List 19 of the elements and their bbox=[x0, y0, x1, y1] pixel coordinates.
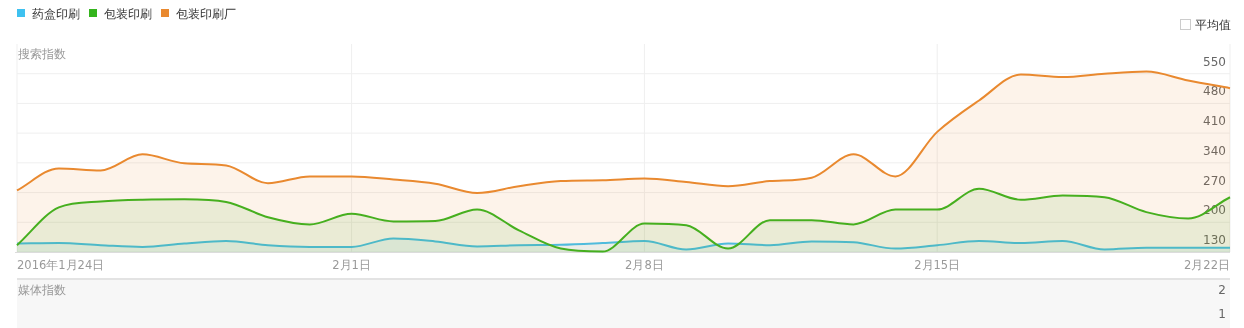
x-tick-label: 2月1日 bbox=[332, 258, 371, 272]
y-tick-label: 130 bbox=[1203, 233, 1226, 247]
legend-label: 药盒印刷 bbox=[32, 7, 80, 21]
y-tick-label: 270 bbox=[1203, 173, 1226, 188]
x-tick-label: 2月8日 bbox=[625, 258, 664, 272]
legend-label: 包装印刷 bbox=[104, 7, 152, 21]
x-tick-label: 2016年1月24日 bbox=[17, 258, 105, 272]
x-tick-label: 2月22日 bbox=[1184, 258, 1230, 272]
y-tick-label: 480 bbox=[1203, 84, 1226, 99]
y-tick-label: 1 bbox=[1218, 306, 1226, 321]
legend-label: 包装印刷厂 bbox=[176, 7, 236, 21]
y-tick-label: 550 bbox=[1203, 54, 1226, 69]
y-tick-label: 2 bbox=[1218, 282, 1226, 297]
control-checkbox: 平均值 bbox=[1180, 18, 1231, 32]
y-tick-label: 410 bbox=[1203, 114, 1226, 129]
x-tick-label: 2月15日 bbox=[914, 258, 961, 272]
y-axis-title: 搜索指数 bbox=[18, 47, 66, 61]
y-tick-label: 340 bbox=[1203, 143, 1226, 158]
y-axis-title: 媒体指数 bbox=[18, 283, 66, 297]
